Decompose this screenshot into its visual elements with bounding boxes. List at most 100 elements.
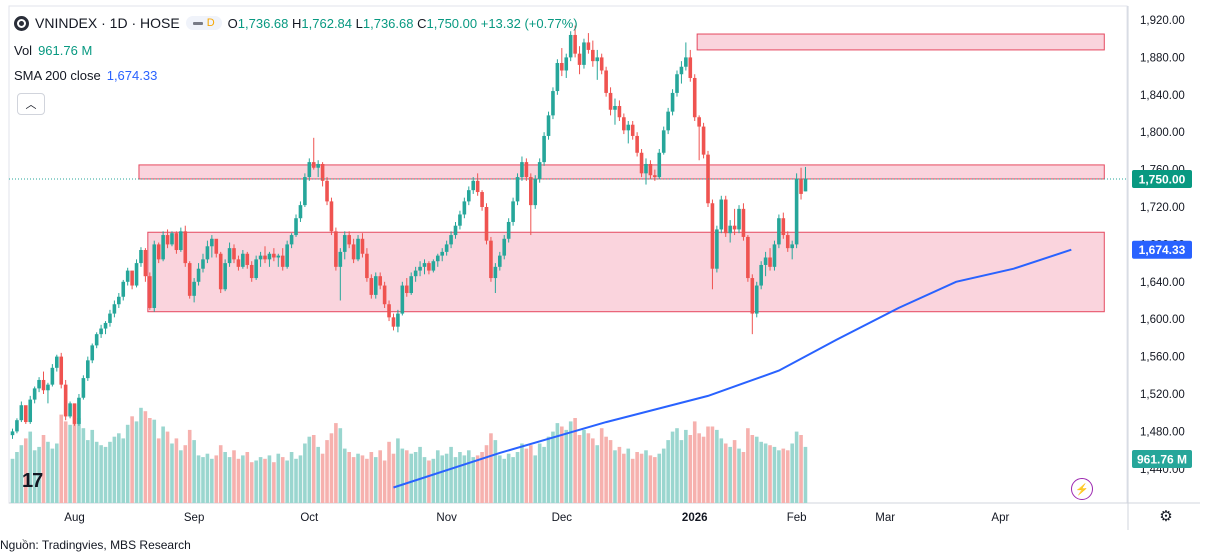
candle-body xyxy=(179,231,183,251)
price-label: 1,750.00 xyxy=(1139,172,1186,186)
volume-bar xyxy=(431,458,436,503)
candle-body xyxy=(551,91,555,116)
volume-bar xyxy=(63,421,68,503)
candle-body xyxy=(657,152,662,178)
candle-body xyxy=(294,218,298,236)
candle-body xyxy=(117,296,121,305)
volume-bar xyxy=(582,429,586,503)
volume-bar xyxy=(258,457,263,503)
candle-body xyxy=(768,257,772,267)
candle-body xyxy=(458,214,462,226)
symbol-title[interactable]: VNINDEX · 1D · HOSE xyxy=(35,15,180,31)
candle-body xyxy=(404,285,409,294)
y-tick-label: 1,480.00 xyxy=(1140,426,1185,438)
candle-body xyxy=(471,180,476,191)
candle-body xyxy=(103,322,108,329)
tradingview-logo[interactable]: 17 xyxy=(22,470,43,492)
candle-body xyxy=(502,238,507,256)
candle-body xyxy=(431,261,436,271)
candle-body xyxy=(15,420,19,432)
volume-bar xyxy=(790,443,794,503)
candle-body xyxy=(37,379,41,389)
volume-label-box xyxy=(1132,450,1192,468)
volume-bar xyxy=(272,462,276,503)
sma-value: 1,674.33 xyxy=(106,68,158,83)
volume-bar xyxy=(697,433,701,503)
volume-bar xyxy=(320,453,325,503)
candle-body xyxy=(653,175,657,178)
candle-body xyxy=(148,276,152,308)
candle-body xyxy=(94,334,99,346)
volume-legend[interactable]: Vol 961.76 M xyxy=(14,43,92,58)
sma-legend[interactable]: SMA 200 close 1,674.33 xyxy=(14,68,157,83)
market-status-badge[interactable]: D xyxy=(185,16,222,30)
candle-body xyxy=(347,235,351,245)
candle-body xyxy=(134,263,139,286)
volume-bar xyxy=(165,431,170,503)
volume-bar xyxy=(276,453,281,503)
volume-bar xyxy=(391,453,396,503)
x-tick-label: Nov xyxy=(436,512,457,524)
volume-bar xyxy=(719,438,724,503)
candle-body xyxy=(307,162,312,178)
volume-bar xyxy=(799,435,803,503)
volume-bar xyxy=(280,457,285,503)
candle-body xyxy=(763,257,768,265)
high-value: 1,762.84 xyxy=(301,15,353,31)
candle-body xyxy=(684,57,688,67)
candle-body xyxy=(675,74,679,93)
resistance-zone-0 xyxy=(696,33,1105,51)
volume-bar xyxy=(427,460,431,503)
y-tick-label: 1,560.00 xyxy=(1140,352,1185,364)
candle-body xyxy=(81,378,86,398)
volume-bar xyxy=(741,452,746,503)
volume-bar xyxy=(378,450,382,503)
sma-200-line xyxy=(393,248,1072,489)
candle-body xyxy=(661,130,666,153)
open-value: 1,736.68 xyxy=(237,15,289,31)
candle-body xyxy=(316,163,320,168)
candle-body xyxy=(223,263,227,290)
volume-bar xyxy=(466,450,471,503)
lightning-icon[interactable]: ⚡ xyxy=(1071,478,1093,500)
volume-bar xyxy=(161,426,165,503)
volume-bar xyxy=(599,428,604,503)
volume-bar xyxy=(595,445,600,503)
candle-body xyxy=(41,379,46,391)
candle-body xyxy=(400,285,405,314)
candle-body xyxy=(599,57,604,71)
volume-bar xyxy=(622,453,626,503)
candle-body xyxy=(130,270,134,286)
settings-gear-icon[interactable]: ⚙ xyxy=(1159,508,1173,525)
volume-bar xyxy=(781,448,786,503)
candle-body xyxy=(55,356,59,368)
volume-bar xyxy=(484,445,489,503)
volume-bar xyxy=(670,431,675,503)
volume-bar xyxy=(684,429,688,503)
candle-body xyxy=(484,207,489,241)
y-tick-label: 1,880.00 xyxy=(1140,52,1185,64)
volume-bar xyxy=(267,455,272,503)
volume-bar xyxy=(223,452,227,503)
close-value: 1,750.00 xyxy=(426,15,478,31)
price-label-box xyxy=(1132,240,1192,259)
volume-bar xyxy=(28,431,33,503)
x-tick-label: 2026 xyxy=(682,512,708,524)
volume-bar xyxy=(99,445,103,503)
volume-bar xyxy=(493,440,498,503)
volume-bar xyxy=(679,440,684,503)
candle-body xyxy=(697,117,701,127)
volume-bar xyxy=(152,419,157,503)
volume-bar xyxy=(750,435,755,503)
collapse-legend-button[interactable]: ︿ xyxy=(17,93,45,115)
volume-bar xyxy=(373,457,378,503)
x-tick-label: Oct xyxy=(300,512,319,524)
candle-body xyxy=(453,225,458,236)
candle-body xyxy=(803,178,808,192)
volume-bar xyxy=(715,429,719,503)
candle-body xyxy=(480,192,484,207)
volume-bar xyxy=(232,450,236,503)
volume-bar xyxy=(626,448,631,503)
high-label: H xyxy=(292,15,302,31)
